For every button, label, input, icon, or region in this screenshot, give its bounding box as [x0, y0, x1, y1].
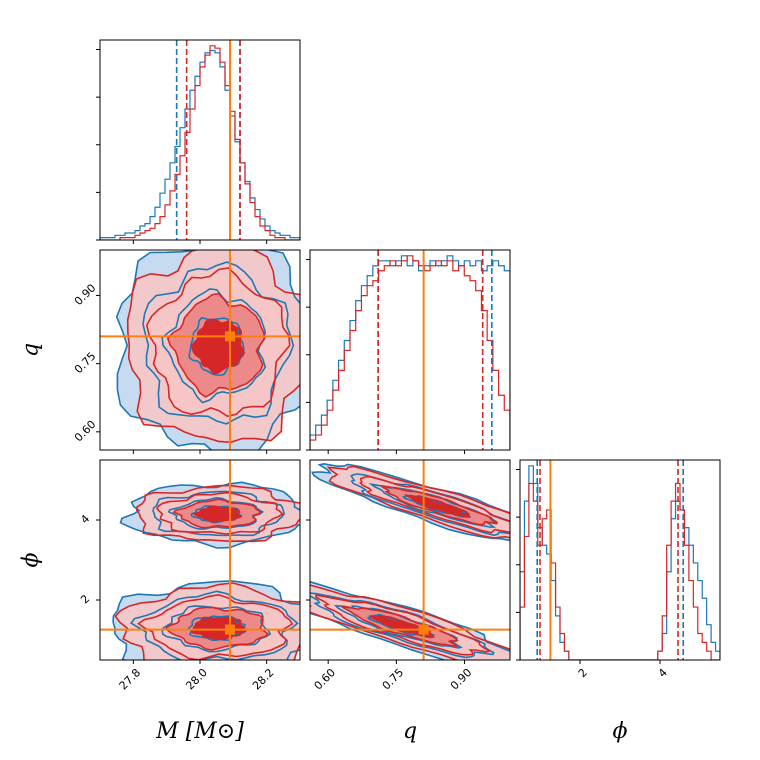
- panel-M-q: [99, 249, 301, 451]
- ytick-label-q: 0.60: [72, 418, 99, 445]
- contour-M-phi-1-red-contour-2: [165, 606, 269, 651]
- contour-M-phi-0-red-contour-0: [135, 484, 300, 543]
- contour-M-q-0-blue-contour-2: [161, 288, 267, 404]
- contour-q-phi-0-red-contour-1: [359, 476, 510, 534]
- xtick-label-M: 28.2: [250, 666, 277, 693]
- contour-q-phi-0-red-contour-0: [326, 465, 510, 539]
- xtick-label-M: 27.8: [117, 666, 144, 693]
- truth-marker: [225, 331, 235, 342]
- contour-M-q-0-red-contour-0: [126, 250, 300, 444]
- hist-q-red: [310, 255, 510, 450]
- xlabel-q: q: [403, 719, 417, 744]
- truth-marker: [225, 624, 235, 635]
- hist-panel-q: [306, 249, 511, 451]
- xtick-label-q: 0.75: [380, 666, 407, 693]
- hist-M-blue: [100, 49, 300, 240]
- panel-frame: [519, 459, 721, 661]
- contour-q-phi-0-red-contour-2: [379, 484, 498, 526]
- hist-phi-red: [520, 482, 720, 660]
- contour-M-phi-1-red-contour-1: [137, 593, 294, 660]
- ytick-label-q: 0.90: [72, 281, 99, 308]
- hist-panel-phi: [516, 459, 721, 661]
- xtick-label-q: 0.90: [448, 666, 475, 693]
- contour-q-phi-0-red-fill-3: [406, 495, 469, 517]
- ytick-label-q: 0.75: [72, 350, 99, 377]
- contour-M-phi-0-red-contour-1: [156, 491, 284, 535]
- xtick-label-phi: 4: [656, 666, 670, 680]
- truth-marker: [418, 624, 429, 635]
- xlabel-phi: ϕ: [613, 719, 628, 744]
- hist-q-blue: [310, 255, 510, 450]
- contour-M-phi-0-blue-contour-1: [152, 490, 286, 537]
- contour-q-phi-1-red-fill-3: [371, 615, 434, 637]
- contour-q-phi-0-red-contour-3: [403, 493, 471, 518]
- contour-M-phi-1-blue-contour-0: [112, 580, 300, 660]
- panel-frame: [309, 249, 511, 451]
- contour-M-q-0-red-contour-1: [145, 267, 291, 418]
- contour-q-phi-0-blue-contour-2: [368, 483, 498, 528]
- contour-M-phi-1-red-contour-0: [114, 582, 300, 660]
- contour-M-phi-0-red-contour-2: [172, 498, 263, 529]
- ytick-label-phi: 2: [78, 592, 92, 606]
- xlabel-M: M [M⊙]: [155, 719, 244, 744]
- contour-M-q-0-red-contour-2: [166, 292, 266, 398]
- panel-q-phi: [309, 459, 511, 661]
- ylabel-q: q: [19, 343, 44, 357]
- contour-M-phi-0-blue-contour-0: [119, 481, 300, 549]
- panel-frame: [309, 459, 511, 661]
- contour-q-phi-1-red-contour-1: [315, 594, 492, 656]
- ylabel-phi: ϕ: [19, 553, 44, 568]
- xtick-label-q: 0.60: [312, 666, 339, 693]
- hist-panel-M: [96, 39, 301, 241]
- panel-M-phi: [99, 459, 301, 661]
- contour-q-phi-1-red-contour-2: [341, 605, 459, 648]
- ytick-label-phi: 4: [78, 512, 92, 526]
- xtick-label-phi: 2: [576, 666, 590, 680]
- hist-phi-blue: [520, 465, 720, 660]
- xtick-label-M: 28.0: [183, 666, 210, 693]
- contour-M-phi-1-blue-contour-1: [129, 590, 299, 660]
- hist-M-red: [100, 45, 300, 240]
- contour-M-q-0-blue-contour-1: [142, 261, 295, 425]
- contour-M-phi-0-blue-contour-2: [167, 496, 264, 530]
